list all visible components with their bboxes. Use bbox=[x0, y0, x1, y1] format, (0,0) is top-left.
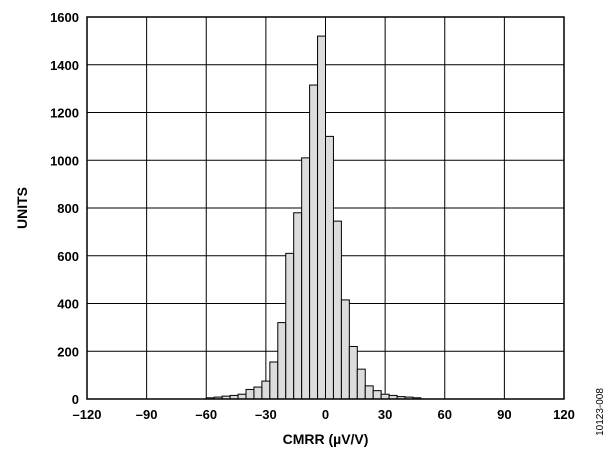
x-tick-label: –90 bbox=[136, 407, 158, 422]
y-tick-label: 1200 bbox=[50, 106, 79, 121]
x-tick-label: 30 bbox=[378, 407, 392, 422]
histogram-bar bbox=[325, 135, 334, 400]
y-tick-label: 200 bbox=[57, 344, 79, 359]
x-tick-label: –60 bbox=[195, 407, 217, 422]
histogram-bar bbox=[245, 388, 255, 400]
y-tick-label: 1600 bbox=[50, 10, 79, 25]
histogram-bar bbox=[269, 361, 279, 400]
y-tick-label: 1400 bbox=[50, 58, 79, 73]
y-tick-label: 600 bbox=[57, 249, 79, 264]
y-tick-label: 800 bbox=[57, 201, 79, 216]
histogram-bar bbox=[277, 322, 287, 400]
x-tick-label: 120 bbox=[553, 407, 575, 422]
x-axis-title: CMRR (µV/V) bbox=[283, 431, 369, 447]
histogram-bar bbox=[317, 35, 326, 400]
histogram-bar bbox=[348, 345, 358, 400]
y-tick-label: 0 bbox=[72, 392, 79, 407]
histogram-bars bbox=[205, 35, 422, 400]
x-tick-label: 90 bbox=[497, 407, 511, 422]
histogram-bar bbox=[332, 220, 342, 400]
x-tick-label: 0 bbox=[322, 407, 329, 422]
histogram-bar bbox=[293, 212, 303, 400]
histogram-bar bbox=[253, 386, 263, 400]
figure-id: 10123-008 bbox=[595, 388, 606, 436]
y-axis-title: UNITS bbox=[14, 187, 30, 229]
histogram-bar bbox=[340, 299, 350, 400]
x-tick-label: –30 bbox=[255, 407, 277, 422]
x-tick-label: 60 bbox=[438, 407, 452, 422]
plot-frame bbox=[86, 16, 565, 400]
y-tick-label: 1000 bbox=[50, 153, 79, 168]
histogram-bar bbox=[364, 385, 374, 400]
histogram-bar bbox=[301, 157, 311, 400]
y-axis-ticks: 0 200 400 600 800 1000 1200 1400 1600 bbox=[50, 10, 79, 407]
x-tick-label: –120 bbox=[73, 407, 102, 422]
histogram-bar bbox=[261, 380, 271, 400]
histogram-bar bbox=[356, 368, 366, 400]
x-axis-ticks: –120 –90 –60 –30 0 30 60 90 120 bbox=[73, 407, 575, 422]
histogram-bar bbox=[372, 390, 382, 400]
y-tick-label: 400 bbox=[57, 297, 79, 312]
histogram-bar bbox=[285, 252, 295, 400]
histogram-bar bbox=[309, 84, 319, 400]
